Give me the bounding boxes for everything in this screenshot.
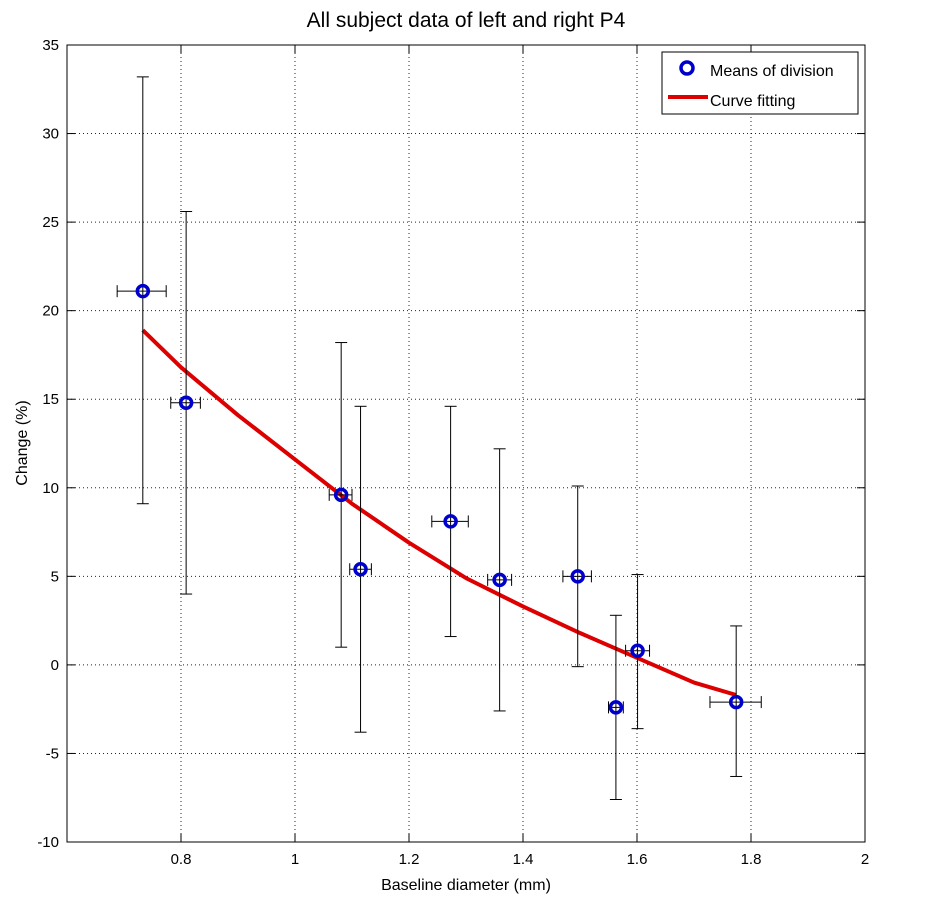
x-tick-label: 1 [291, 851, 299, 868]
data-point-marker [333, 487, 349, 503]
data-point-marker [570, 569, 585, 584]
y-tick-label: 15 [42, 391, 59, 408]
errorbar-group [431, 405, 469, 638]
x-tick-label: 1.4 [513, 851, 534, 868]
curve-fitting-series [141, 328, 737, 697]
data-point-marker [630, 643, 645, 658]
y-tick-label: -5 [46, 745, 59, 762]
y-tick-label: -10 [37, 834, 59, 851]
legend-label-means: Means of division [710, 63, 834, 80]
y-tick-label: 35 [42, 37, 59, 54]
y-tick-label: 30 [42, 126, 59, 143]
legend-marker-circle-icon [679, 60, 695, 76]
data-point-marker [608, 700, 624, 715]
data-point-marker [353, 561, 368, 577]
legend-box [661, 51, 859, 115]
y-tick-label: 20 [42, 303, 59, 320]
plot-area-frame [66, 44, 866, 843]
means-of-division-series [135, 283, 744, 715]
axis-ticks [67, 44, 866, 843]
data-point-marker [492, 572, 507, 588]
curve-fitting-line [141, 328, 737, 697]
errorbar-group [328, 342, 353, 648]
data-point-marker [728, 694, 744, 710]
error-bars [116, 76, 762, 800]
x-tick-label: 1.2 [399, 851, 420, 868]
x-tick-label: 1.8 [741, 851, 762, 868]
legend-label-curve: Curve fitting [710, 93, 795, 110]
errorbar-group [487, 448, 513, 712]
x-axis-label: Baseline diameter (mm) [381, 877, 551, 894]
x-tick-label: 0.8 [171, 851, 192, 868]
x-tick-label: 2 [861, 851, 869, 868]
y-axis-label: Change (%) [14, 400, 31, 485]
errorbar-group [562, 485, 592, 668]
errorbar-group [625, 574, 651, 730]
errorbar-group [116, 76, 167, 505]
data-point-marker [443, 514, 458, 529]
legend: Means of division Curve fitting [661, 51, 859, 115]
x-tick-labels: 0.8 1 1.2 1.4 1.6 1.8 2 [171, 851, 870, 868]
data-point-marker [178, 395, 194, 411]
errorbar-group [608, 614, 624, 800]
y-tick-label: 0 [51, 657, 59, 674]
chart-title: All subject data of left and right P4 [307, 9, 626, 32]
errorbar-group [709, 625, 762, 777]
data-point-marker [135, 283, 151, 299]
y-tick-labels: -10 -5 0 5 10 15 20 25 30 35 [37, 37, 59, 851]
y-tick-label: 10 [42, 480, 59, 497]
y-tick-label: 25 [42, 214, 59, 231]
x-tick-label: 1.6 [627, 851, 648, 868]
grid-lines [67, 45, 865, 842]
errorbar-group [170, 210, 201, 595]
y-tick-label: 5 [51, 568, 59, 585]
